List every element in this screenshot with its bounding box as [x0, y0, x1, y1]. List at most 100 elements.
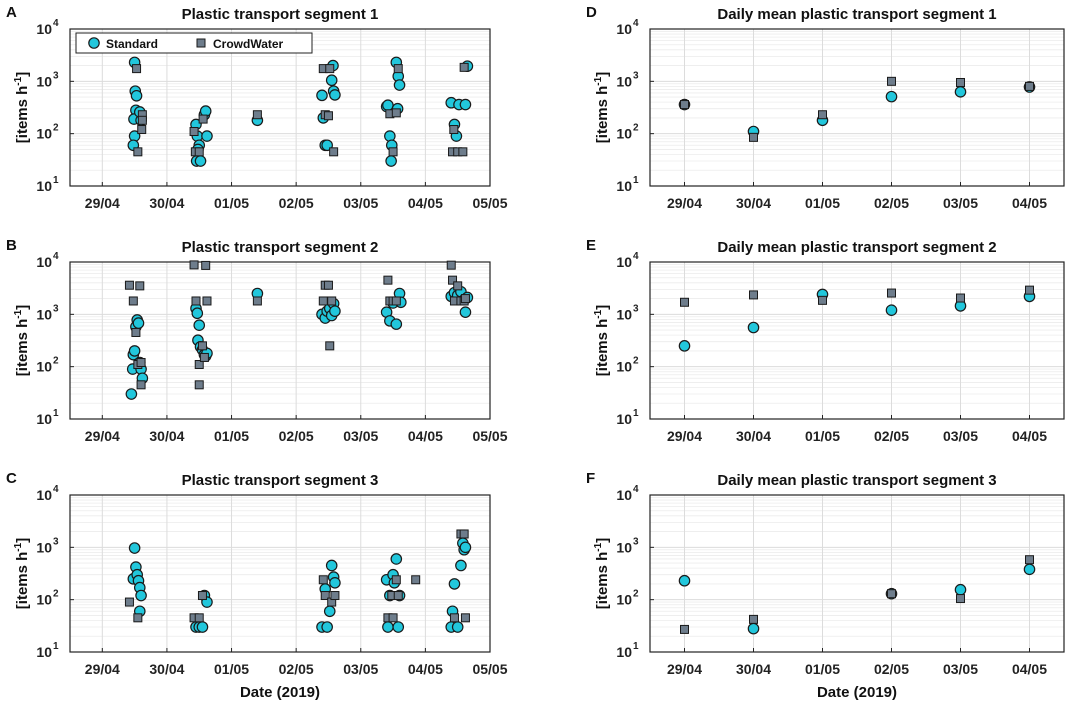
- y-tick-exponent: 4: [633, 484, 639, 495]
- standard-point: [125, 388, 138, 400]
- crowdwater-point: [393, 64, 403, 74]
- axes-frame: [69, 494, 491, 653]
- x-tick-label: 01/05: [805, 661, 840, 677]
- crowdwater-point: [749, 132, 758, 142]
- standard-point: [316, 89, 328, 102]
- x-tick-label: 04/05: [1012, 195, 1047, 211]
- standard-point: [382, 621, 394, 633]
- crowdwater-point: [459, 62, 469, 72]
- standard-point: [954, 86, 967, 98]
- crowdwater-point: [453, 281, 463, 291]
- crowdwater-point: [318, 575, 328, 585]
- y-tick-exponent: 4: [633, 251, 639, 262]
- crowdwater-point: [680, 100, 689, 110]
- x-tick-label: 03/05: [343, 195, 378, 211]
- standard-point: [196, 621, 209, 633]
- crowdwater-point: [197, 341, 207, 351]
- standard-point: [191, 307, 204, 320]
- crowdwater-point: [411, 575, 421, 585]
- crowdwater-point: [325, 64, 335, 74]
- y-tick-label: 10: [616, 21, 632, 37]
- axes-frame: [69, 28, 491, 187]
- crowdwater-point: [132, 64, 142, 74]
- crowdwater-point: [131, 327, 141, 337]
- y-tick-exponent: 2: [633, 589, 639, 600]
- crowdwater-point: [194, 147, 204, 157]
- y-tick-label: 10: [36, 487, 52, 503]
- standard-point: [885, 304, 898, 316]
- panel-title: Daily mean plastic transport segment 2: [717, 239, 996, 256]
- standard-point: [1023, 563, 1036, 576]
- crowdwater-point: [460, 613, 470, 623]
- x-tick-label: 04/05: [1012, 428, 1047, 444]
- standard-point: [128, 345, 141, 357]
- crowdwater-point: [252, 296, 262, 306]
- crowdwater-point: [749, 290, 758, 300]
- x-tick-label: 04/05: [1012, 661, 1047, 677]
- crowdwater-point: [1025, 555, 1034, 565]
- crowdwater-point: [136, 358, 146, 368]
- y-tick-label: 10: [36, 126, 52, 142]
- y-tick-exponent: 1: [633, 641, 639, 652]
- axes-frame: [69, 261, 491, 420]
- y-tick-label: 10: [36, 254, 52, 270]
- panel-title: Daily mean plastic transport segment 3: [717, 472, 996, 489]
- crowdwater-point: [137, 115, 147, 125]
- y-tick-label: 10: [616, 73, 632, 89]
- crowdwater-point: [137, 125, 147, 135]
- standard-point: [325, 74, 338, 87]
- y-tick-label: 10: [616, 539, 632, 555]
- x-tick-label: 29/04: [667, 428, 702, 444]
- crowdwater-point: [135, 281, 145, 291]
- crowdwater-point: [325, 341, 335, 351]
- crowdwater-point: [887, 76, 896, 86]
- standard-point: [329, 577, 341, 589]
- crowdwater-point: [818, 295, 827, 305]
- standard-point: [385, 155, 397, 167]
- y-tick-label: 10: [36, 644, 52, 660]
- crowdwater-point: [458, 147, 468, 157]
- crowdwater-point: [1025, 81, 1034, 91]
- y-tick-label: 10: [36, 359, 52, 375]
- crowdwater-point: [391, 108, 401, 118]
- y-tick-label: 10: [616, 306, 632, 322]
- x-tick-label: 29/04: [667, 195, 702, 211]
- crowdwater-point: [194, 380, 204, 390]
- y-tick-exponent: 1: [53, 175, 59, 186]
- y-tick-exponent: 4: [633, 18, 639, 29]
- y-tick-exponent: 1: [633, 175, 639, 186]
- x-tick-label: 03/05: [943, 195, 978, 211]
- crowdwater-point: [327, 296, 337, 306]
- panel-letter: D: [586, 4, 597, 21]
- legend-crowdwater-marker: [196, 38, 206, 48]
- crowdwater-point: [448, 275, 458, 285]
- crowdwater-point: [393, 591, 403, 601]
- standard-point: [193, 319, 206, 331]
- axes-frame: [649, 261, 1065, 420]
- y-tick-label: 10: [616, 254, 632, 270]
- y-axis-label: [items h-1]: [593, 72, 611, 143]
- crowdwater-point: [449, 125, 459, 135]
- legend-box: [75, 32, 313, 54]
- standard-point: [325, 559, 338, 572]
- standard-point: [135, 589, 147, 602]
- standard-point: [128, 542, 141, 554]
- crowdwater-point: [133, 147, 143, 157]
- x-tick-label: 02/05: [279, 661, 314, 677]
- x-tick-label: 30/04: [736, 661, 771, 677]
- x-tick-label: 02/05: [279, 195, 314, 211]
- crowdwater-point: [197, 591, 207, 601]
- crowdwater-point: [459, 529, 469, 539]
- y-tick-label: 10: [36, 73, 52, 89]
- crowdwater-point: [136, 380, 146, 390]
- panel-title: Plastic transport segment 3: [182, 472, 379, 489]
- x-tick-label: 01/05: [214, 428, 249, 444]
- standard-point: [194, 155, 207, 167]
- crowdwater-point: [383, 275, 393, 285]
- x-tick-label: 03/05: [343, 428, 378, 444]
- legend-standard-marker: [88, 37, 100, 49]
- y-tick-exponent: 1: [53, 641, 59, 652]
- x-tick-label: 02/05: [279, 428, 314, 444]
